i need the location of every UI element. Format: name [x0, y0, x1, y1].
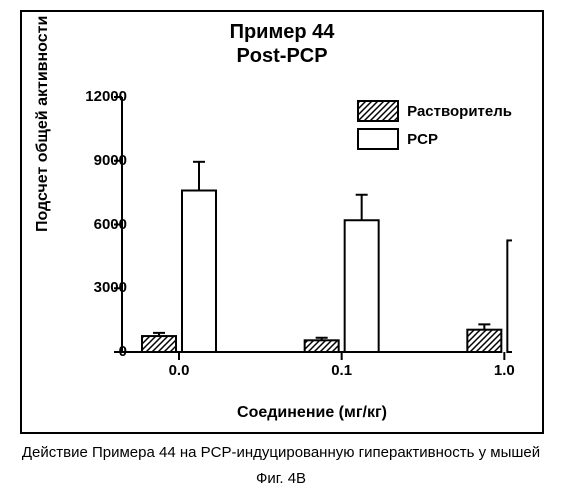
legend-item-pcp: PCP: [357, 128, 512, 150]
y-axis-label: Подсчет общей активности: [34, 16, 52, 232]
legend-label-pcp: PCP: [407, 131, 438, 148]
x-tick-label: 0.1: [312, 362, 372, 379]
x-tick-label: 0.0: [149, 362, 209, 379]
figure-number: Фиг. 4B: [0, 470, 562, 487]
figure-caption: Действие Примера 44 на PCP-индуцированну…: [0, 444, 562, 461]
chart-panel: Пример 44 Post-PCP Подсчет общей активно…: [20, 10, 544, 434]
x-axis-label: Соединение (мг/кг): [112, 404, 512, 422]
figure-container: Пример 44 Post-PCP Подсчет общей активно…: [0, 0, 562, 500]
chart-title: Пример 44 Post-PCP: [22, 20, 542, 68]
legend: Растворитель PCP: [357, 100, 512, 156]
legend-swatch-hatch: [357, 100, 399, 122]
chart-title-line1: Пример 44: [230, 21, 335, 43]
legend-item-solvent: Растворитель: [357, 100, 512, 122]
y-tick-label: 6000: [67, 216, 127, 233]
y-tick-label: 12000: [67, 88, 127, 105]
x-tick-label: 1.0: [474, 362, 534, 379]
y-tick-label: 9000: [67, 152, 127, 169]
y-tick-label: 3000: [67, 279, 127, 296]
legend-label-solvent: Растворитель: [407, 103, 512, 120]
y-tick-label: 0: [67, 343, 127, 360]
chart-title-line2: Post-PCP: [236, 45, 327, 67]
legend-swatch-open: [357, 128, 399, 150]
